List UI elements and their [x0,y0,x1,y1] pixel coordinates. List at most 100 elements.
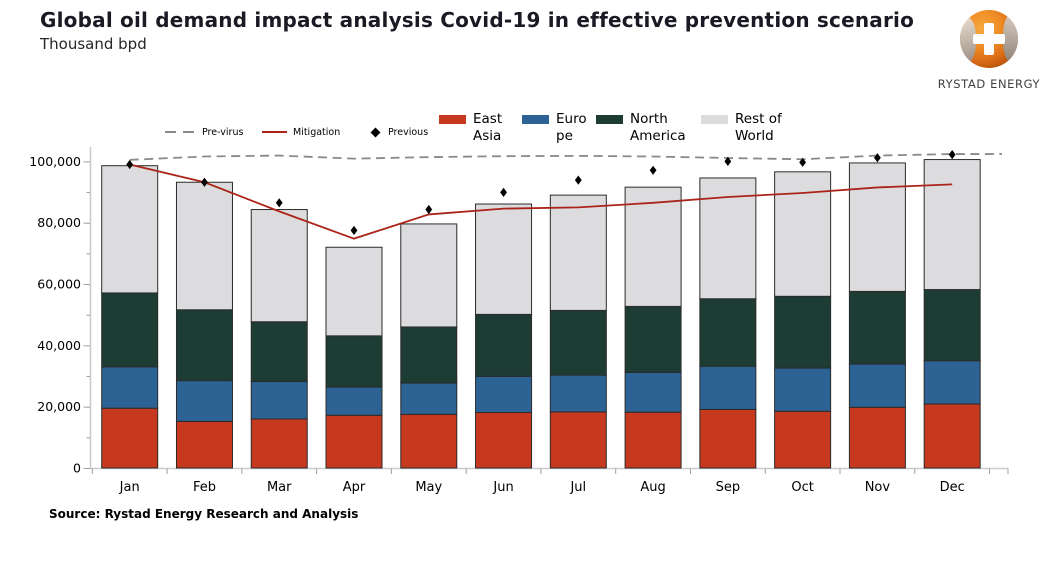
bar-segment-rest-of-world [923,159,981,291]
legend-label-mitigation: Mitigation [293,126,341,138]
bar-segment-europe [774,367,832,412]
x-category-label: Mar [267,480,292,495]
x-category-label: Jan [119,480,140,495]
bar-segment-east-asia [848,406,906,469]
bar-segment-europe [325,386,383,416]
bar-segment-east-asia [774,410,832,469]
pre-virus-line [129,153,1002,161]
bar-segment-europe [175,380,233,422]
bar-segment-europe [400,382,458,415]
bar-segment-europe [250,381,308,420]
x-category-label: Aug [640,480,665,495]
previous-diamond-marker [574,175,582,185]
bar-segment-rest-of-world [400,223,458,328]
legend-label-europe: Europe [556,111,587,144]
rest-of-world-swatch [701,115,728,124]
previous-diamond-swatch [370,127,381,137]
chart-subtitle: Thousand bpd [40,35,147,53]
europe-swatch [522,115,549,124]
previous-diamond-marker [126,159,134,170]
bar-segment-rest-of-world [774,171,832,297]
x-category-label: Feb [193,480,216,495]
bar-segment-north-america [624,305,682,373]
y-tick-label: 20,000 [37,399,81,414]
logo-brand-text: RYSTAD ENERGY [937,77,1041,91]
east-asia-swatch [439,115,466,124]
bar-segment-north-america [923,289,981,362]
legend-item-east-asia: East Asia [439,111,521,145]
bar-segment-europe [624,371,682,413]
previrus-dashed-line-swatch [165,130,196,134]
x-category-label: Dec [940,480,965,495]
legend-label-previous: Previous [388,126,429,138]
previous-diamond-marker [874,153,881,163]
bar-segment-east-asia [400,413,458,469]
legend-label-east-asia: East Asia [473,111,503,144]
rystad-logo: RYSTAD ENERGY [929,10,1049,91]
previous-diamond-marker [948,150,956,160]
legend-label-previrus: Pre-virus [202,126,244,138]
bar-segment-rest-of-world [848,162,906,292]
previous-diamond-marker [201,177,208,187]
north-america-swatch [596,115,623,124]
legend-item-rest-of-world: Rest of World [701,111,791,145]
previous-diamond-marker [275,198,283,208]
previous-diamond-marker [724,156,732,166]
bar-segment-europe [923,360,981,405]
bar-segment-north-america [475,313,533,377]
legend-label-rest-of-world: Rest of World [735,111,782,144]
bar-segment-rest-of-world [624,186,682,307]
bar-segment-rest-of-world [475,203,533,315]
y-tick-label: 40,000 [37,338,81,353]
x-category-label: Nov [865,480,891,495]
bar-segment-east-asia [175,420,233,469]
bar-segment-rest-of-world [549,194,607,311]
previous-diamond-marker [350,225,358,235]
globe-icon [960,10,1018,68]
chart-header: Global oil demand impact analysis Covid-… [40,8,914,53]
bar-segment-north-america [549,309,607,376]
y-tick-label: 80,000 [37,215,81,230]
bar-segment-north-america [848,290,906,365]
legend-item-mitigation: Mitigation [262,125,340,139]
legend-label-north-america: North America [630,111,686,144]
bar-segment-north-america [699,298,757,367]
x-category-label: Sep [716,480,741,495]
y-tick-label: 60,000 [37,277,81,292]
bar-segment-east-asia [699,408,757,469]
previous-diamond-marker [425,204,433,215]
bar-segment-east-asia [250,418,308,469]
globe-cross-icon [973,23,1005,55]
x-category-label: Jun [492,480,513,495]
chart-title: Global oil demand impact analysis Covid-… [40,8,915,32]
bar-segment-rest-of-world [250,209,308,323]
bar-segment-europe [101,366,159,409]
bar-segment-north-america [250,321,308,383]
y-tick-label: 0 [73,461,81,476]
source-note: Source: Rystad Energy Research and Analy… [49,507,359,521]
previous-diamond-marker [500,187,507,197]
bar-segment-north-america [101,292,159,368]
bar-segment-europe [848,363,906,408]
bar-segment-europe [475,375,533,414]
bar-segment-rest-of-world [175,181,233,311]
mitigation-line [129,163,953,240]
previous-diamond-marker [799,157,807,167]
bar-segment-north-america [175,309,233,382]
previous-diamond-marker [649,165,657,175]
legend-item-europe: Europe [522,111,594,145]
x-category-label: Jul [569,480,586,495]
bar-segment-north-america [325,335,383,388]
x-category-label: Oct [791,480,813,495]
legend-item-north-america: North America [596,111,692,145]
bar-segment-east-asia [101,407,159,469]
x-category-label: May [415,480,442,495]
bar-segment-east-asia [624,411,682,469]
bar-segment-north-america [774,295,832,369]
bar-segment-east-asia [325,414,383,469]
bar-segment-rest-of-world [325,246,383,337]
bar-segment-east-asia [923,403,981,469]
mitigation-line-swatch [262,130,287,134]
